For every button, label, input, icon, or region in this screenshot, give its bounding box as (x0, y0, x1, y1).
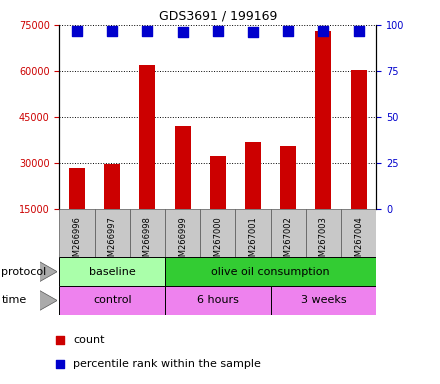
Point (249, 29, 257, 35)
Bar (59, 257, 165, 286)
Point (214, 28, 221, 35)
Point (355, 28, 362, 35)
Bar (341, 209, 376, 257)
Point (144, 28, 151, 35)
Bar (165, 257, 376, 286)
Bar (59, 209, 95, 257)
Bar (175, 126, 191, 255)
Text: control: control (93, 295, 132, 306)
Bar (165, 286, 271, 315)
Text: time: time (1, 295, 26, 306)
Point (73, 28, 81, 35)
Bar (306, 209, 341, 257)
Bar (200, 209, 235, 257)
Bar (280, 146, 296, 255)
Bar (315, 31, 331, 255)
Text: GSM267001: GSM267001 (249, 217, 257, 267)
Bar (130, 209, 165, 257)
Point (109, 28, 116, 35)
Text: GSM266998: GSM266998 (143, 217, 152, 267)
Point (320, 28, 327, 35)
Bar (271, 209, 306, 257)
Bar (139, 65, 155, 255)
Bar (104, 164, 120, 255)
Text: percentile rank within the sample: percentile rank within the sample (73, 359, 261, 369)
Text: GSM267003: GSM267003 (319, 217, 328, 267)
Text: GSM267002: GSM267002 (284, 217, 293, 267)
Point (179, 29, 186, 35)
Bar (245, 142, 261, 255)
Point (57, 361, 64, 367)
Text: GSM266997: GSM266997 (108, 217, 117, 267)
Text: 3 weeks: 3 weeks (301, 295, 346, 306)
Bar (165, 209, 200, 257)
Bar (351, 70, 367, 255)
Bar (210, 156, 226, 255)
Bar (95, 209, 130, 257)
Text: 6 hours: 6 hours (197, 295, 239, 306)
Text: GSM266999: GSM266999 (178, 217, 187, 267)
Polygon shape (40, 290, 57, 310)
Text: GSM266996: GSM266996 (73, 217, 81, 267)
Text: GSM267004: GSM267004 (354, 217, 363, 267)
Bar (59, 286, 165, 315)
Polygon shape (40, 262, 57, 282)
Bar (69, 168, 85, 255)
Text: GSM267000: GSM267000 (213, 217, 222, 267)
Point (285, 28, 292, 35)
Point (57, 337, 64, 343)
Text: count: count (73, 335, 105, 345)
Text: baseline: baseline (89, 266, 136, 277)
Title: GDS3691 / 199169: GDS3691 / 199169 (158, 9, 277, 22)
Text: olive oil consumption: olive oil consumption (211, 266, 330, 277)
Bar (271, 286, 376, 315)
Text: protocol: protocol (1, 266, 47, 277)
Bar (235, 209, 271, 257)
